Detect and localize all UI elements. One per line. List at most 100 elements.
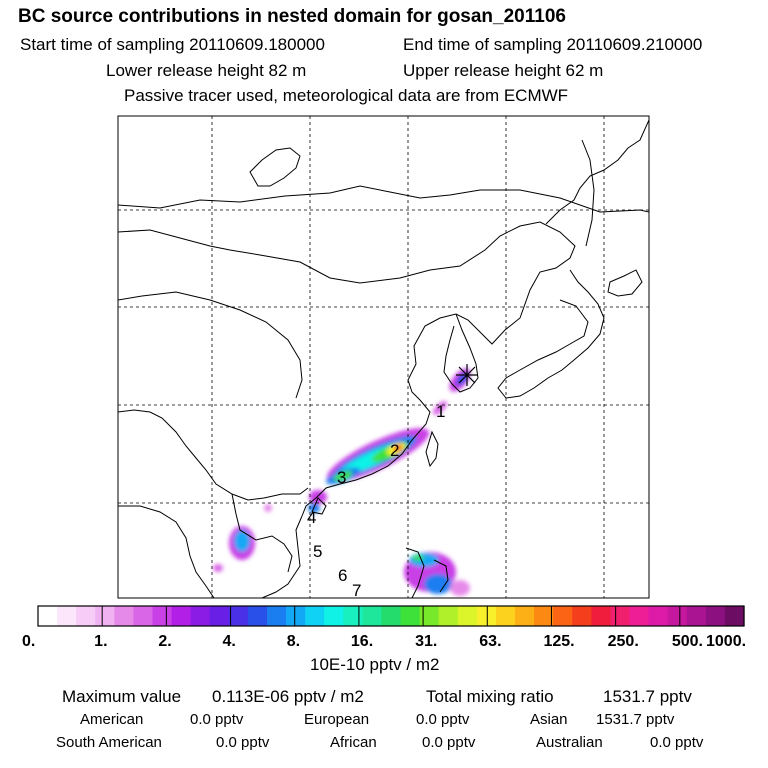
trajectory-label-5: 5 (313, 542, 322, 561)
region-name-south-american: South American (56, 734, 162, 751)
coastline (425, 430, 439, 468)
grid-lines (118, 116, 649, 598)
region-value-asian: 1531.7 pptv (596, 711, 675, 728)
region-name-asian: Asian (530, 711, 568, 728)
colorbar-cell (457, 606, 478, 626)
map-plot: 1 2 3 4 5 6 7 (117, 115, 650, 600)
tracer-note-text: Passive tracer used, meteorological data… (124, 86, 569, 105)
plume-blob (393, 444, 403, 452)
max-value-label: Maximum value (62, 687, 182, 706)
coastline (118, 221, 576, 401)
colorbar-cell (171, 606, 192, 626)
colorbar-frame (37, 605, 745, 627)
start-time-text: Start time of sampling 20110609.180000 (20, 35, 325, 54)
colorbar-cell (610, 606, 631, 626)
region-value-european: 0.0 pptv (416, 711, 470, 728)
colorbar-cell (190, 606, 211, 626)
colorbar-cell (705, 606, 726, 626)
region-value-american: 0.0 pptv (190, 711, 244, 728)
colorbar-tick-label: 63. (479, 633, 501, 650)
colorbar-unit: 10E-10 pptv / m2 (310, 655, 440, 674)
coastline (405, 547, 425, 598)
lower-release-text: Lower release height 82 m (106, 61, 307, 80)
colorbar-tick-label: 500. (672, 633, 703, 650)
colorbar-cell (534, 606, 554, 626)
coastline (443, 313, 479, 393)
colorbar-tick-label: 16. (351, 633, 373, 650)
region-value-south-american: 0.0 pptv (216, 734, 270, 751)
colorbar-cell (515, 606, 535, 626)
colorbar-cell (305, 606, 325, 626)
colorbar-cell (133, 606, 154, 626)
coastline (118, 409, 309, 501)
colorbar-cell (228, 606, 249, 626)
colorbar-cell (286, 606, 306, 626)
colorbar-cells (38, 606, 745, 626)
plume-blob (450, 580, 470, 596)
colorbar-cell (686, 606, 707, 626)
coastline (545, 119, 649, 225)
colorbar-cell (95, 606, 115, 626)
coastline (433, 559, 449, 593)
colorbar-cell (495, 606, 516, 626)
colorbar: 0. 1. 2. 4. 8. 16. 31. 63. 125. 250. 500. 1000. (22, 605, 746, 650)
colorbar-cell (381, 606, 402, 626)
colorbar-tick-label: 1000. (706, 633, 746, 650)
colorbar-cell (400, 606, 421, 626)
colorbar-cell (648, 606, 669, 626)
coastline (497, 269, 605, 399)
colorbar-cell (57, 606, 77, 626)
plume-blob (333, 470, 353, 482)
plume-blob (213, 564, 223, 572)
colorbar-cell (362, 606, 383, 626)
colorbar-tick-label: 0. (22, 633, 35, 650)
colorbar-cell (247, 606, 268, 626)
plume-blob (424, 574, 452, 594)
region-name-european: European (304, 711, 370, 728)
colorbar-cell (667, 606, 688, 626)
colorbar-cell (591, 606, 612, 626)
colorbar-cell (38, 606, 58, 626)
colorbar-tick-label: 4. (223, 633, 236, 650)
colorbar-ticks (101, 606, 681, 626)
trajectory-label-7: 7 (352, 581, 361, 600)
region-name-african: African (330, 734, 377, 751)
plume-blob (234, 530, 250, 552)
colorbar-cell (438, 606, 459, 626)
trajectory-label-2: 2 (390, 441, 399, 460)
coastline (118, 185, 649, 213)
colorbar-cell (476, 606, 497, 626)
colorbar-cell (343, 606, 363, 626)
colorbar-cell (724, 606, 745, 626)
plume-blob (264, 504, 272, 512)
colorbar-cell (114, 606, 134, 626)
colorbar-cell (209, 606, 230, 626)
colorbar-tick-label: 31. (415, 633, 437, 650)
colorbar-cell (629, 606, 650, 626)
coastline (118, 505, 215, 598)
trajectory-label-1: 1 (436, 402, 445, 421)
trajectory-label-6: 6 (338, 566, 347, 585)
concentration-plume (213, 368, 471, 596)
coastline (249, 147, 301, 187)
upper-release-text: Upper release height 62 m (403, 61, 604, 80)
region-value-african: 0.0 pptv (422, 734, 476, 751)
coastline (607, 269, 643, 297)
total-mixing-label: Total mixing ratio (426, 687, 554, 706)
coastline (301, 399, 431, 517)
colorbar-cell (266, 606, 287, 626)
colorbar-cell (553, 606, 573, 626)
chart-title: BC source contributions in nested domain… (18, 6, 566, 27)
colorbar-tick-labels: 0. 1. 2. 4. 8. 16. 31. 63. 125. 250. 500. 1000. (22, 633, 746, 650)
region-value-australian: 0.0 pptv (650, 734, 704, 751)
colorbar-tick-label: 8. (287, 633, 300, 650)
total-mixing-value: 1531.7 pptv (603, 687, 692, 706)
trajectory-labels: 1 2 3 4 5 6 7 (307, 402, 445, 600)
colorbar-tick-label: 125. (543, 633, 574, 650)
region-name-australian: Australian (536, 734, 603, 751)
coastline (261, 515, 303, 598)
region-name-american: American (80, 711, 144, 728)
receptor-marker (456, 364, 478, 386)
map-frame (117, 115, 650, 599)
coastlines (118, 119, 649, 598)
